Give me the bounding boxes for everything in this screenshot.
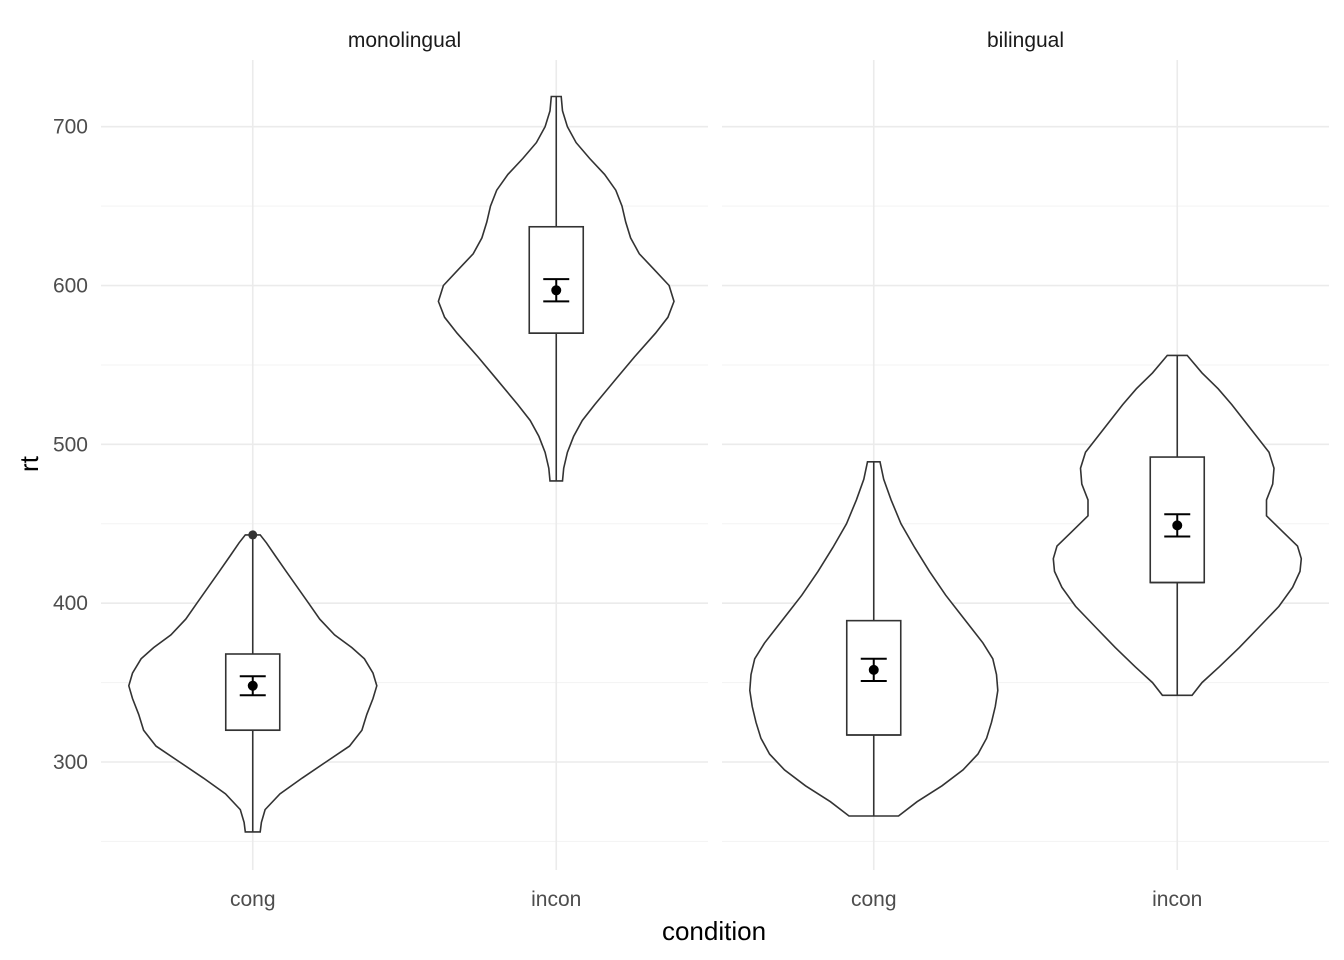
facet-panels: monolingual cong incon bilingual cong incon [101, 29, 1329, 911]
mean-point [551, 285, 562, 296]
facet-panel-monolingual: monolingual cong incon [101, 29, 708, 911]
y-tick-label: 300 [53, 751, 88, 774]
x-tick-label: cong [851, 888, 897, 911]
facet-strip-label: bilingual [987, 29, 1064, 52]
y-tick-label: 500 [53, 433, 88, 456]
mean-point [1172, 520, 1183, 531]
y-tick-label: 600 [53, 275, 88, 298]
x-axis-title: condition [662, 916, 766, 946]
group-bilingual-incon [1052, 354, 1303, 697]
y-axis-title: rt [14, 455, 44, 472]
mean-point [868, 664, 879, 675]
x-tick-label: cong [230, 888, 276, 911]
mean-point [247, 680, 258, 691]
y-axis-tick-labels: 300 400 500 600 700 [53, 116, 88, 774]
group-bilingual-cong [748, 461, 999, 817]
facet-panel-bilingual: bilingual cong incon [722, 29, 1329, 911]
x-tick-label: incon [1152, 888, 1202, 911]
group-monolingual-cong [127, 530, 378, 833]
y-tick-label: 400 [53, 592, 88, 615]
group-monolingual-incon [437, 95, 675, 482]
facet-strip-label: monolingual [348, 29, 461, 52]
y-tick-label: 700 [53, 116, 88, 139]
outlier-point [248, 530, 258, 540]
x-tick-label: incon [531, 888, 581, 911]
